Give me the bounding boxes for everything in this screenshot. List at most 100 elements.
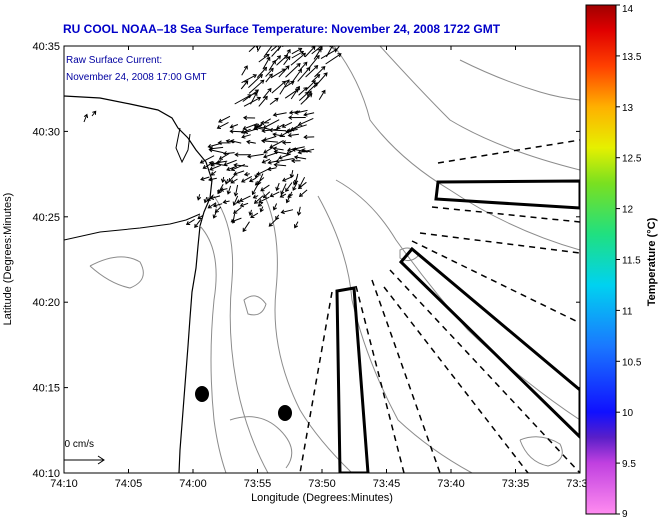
current-vector <box>239 202 249 208</box>
current-vector <box>273 162 287 168</box>
current-vector <box>242 123 258 131</box>
scale-arrow <box>64 455 105 465</box>
current-vector <box>303 134 315 140</box>
lease-area-east <box>398 246 580 440</box>
current-vector <box>248 209 253 216</box>
current-vector <box>246 139 256 145</box>
current-vector <box>320 48 338 60</box>
current-vector <box>233 170 245 176</box>
current-vector <box>272 112 287 117</box>
current-vector <box>91 110 97 117</box>
x-tick-label: 73:45 <box>373 478 401 490</box>
y-axis-label: Latitude (Degrees:Minutes) <box>2 193 14 326</box>
current-vector <box>293 155 307 160</box>
current-vector <box>251 184 259 196</box>
current-vector <box>276 123 285 130</box>
current-vector <box>266 166 277 172</box>
current-vector <box>263 146 274 154</box>
lease-area-south <box>335 286 370 473</box>
current-vector <box>200 176 210 181</box>
current-vector <box>209 195 221 200</box>
current-vector <box>287 133 299 138</box>
current-vector <box>248 73 263 88</box>
current-vector <box>250 212 259 218</box>
current-vector <box>212 203 223 208</box>
chart-title: RU COOL NOAA–18 Sea Surface Temperature:… <box>63 22 501 36</box>
current-vector <box>219 187 228 192</box>
current-vector <box>220 176 226 184</box>
colorbar-tick-label: 14 <box>622 4 634 15</box>
current-vector <box>203 196 209 204</box>
current-vector <box>233 162 249 168</box>
current-vector <box>230 217 242 223</box>
current-vector <box>222 151 235 156</box>
y-tick-label: 40:25 <box>32 212 60 224</box>
x-tick-label: 73:55 <box>244 478 272 490</box>
current-vector <box>208 147 224 154</box>
current-vector <box>212 212 217 219</box>
current-vector <box>272 132 286 137</box>
current-vector <box>196 194 202 201</box>
current-vector <box>210 171 217 176</box>
current-vector <box>216 121 229 129</box>
colorbar-ticks: 9 9.5 10 10.5 11 11.5 12 12.5 13 13.5 14 <box>616 4 642 519</box>
current-vector <box>236 199 243 204</box>
current-vector <box>281 140 291 145</box>
current-vector <box>261 158 271 164</box>
current-vector <box>83 113 89 123</box>
current-vector <box>285 128 298 134</box>
current-vector <box>226 166 237 172</box>
current-vector <box>269 191 280 198</box>
y-tick-label: 40:30 <box>32 126 60 138</box>
current-vector <box>313 72 328 88</box>
current-vector <box>300 93 313 105</box>
current-vector <box>303 112 315 117</box>
annotation-line-1: Raw Surface Current: <box>66 55 162 66</box>
current-vector <box>297 117 314 126</box>
coastline <box>64 95 213 473</box>
current-vector <box>232 195 239 206</box>
current-vector <box>291 47 303 55</box>
current-vector <box>214 206 222 213</box>
current-vector <box>290 52 307 66</box>
current-vector <box>233 184 239 197</box>
current-vector <box>256 46 262 52</box>
current-vector <box>297 66 311 82</box>
current-vector <box>262 191 271 199</box>
current-vector <box>253 124 270 130</box>
current-vector <box>230 178 238 184</box>
current-vector <box>278 153 291 160</box>
current-vector <box>258 196 270 204</box>
colorbar-tick-label: 10.5 <box>622 357 642 368</box>
x-tick-label: 73:50 <box>308 478 336 490</box>
x-tick-label: 73:35 <box>502 478 530 490</box>
buoy-marker-1 <box>195 386 209 402</box>
y-tick-label: 40:20 <box>32 297 60 309</box>
current-vector <box>265 73 273 83</box>
current-vector <box>278 65 290 78</box>
bathymetry-contours <box>89 46 580 473</box>
current-vector <box>281 175 294 182</box>
current-vector <box>260 120 270 126</box>
current-vector <box>234 94 252 105</box>
x-tick-label: 74:10 <box>50 478 78 490</box>
current-vector <box>229 124 239 129</box>
y-tick-label: 40:10 <box>32 468 60 480</box>
y-tick-label: 40:15 <box>32 383 60 395</box>
scale-label: 50 cm/s <box>59 439 94 450</box>
y-tick-label: 40:35 <box>32 41 60 53</box>
current-vector <box>262 135 277 142</box>
current-vector <box>296 206 302 216</box>
current-vectors <box>83 46 342 233</box>
current-vector <box>304 46 316 58</box>
colorbar-tick-label: 12.5 <box>622 154 642 165</box>
current-vector <box>298 189 308 198</box>
current-vector <box>256 66 268 78</box>
current-vector <box>225 139 235 144</box>
current-vector <box>275 158 294 164</box>
current-vector <box>248 46 258 53</box>
lease-areas <box>335 179 580 473</box>
current-vector <box>240 175 253 183</box>
current-vector <box>290 85 300 100</box>
